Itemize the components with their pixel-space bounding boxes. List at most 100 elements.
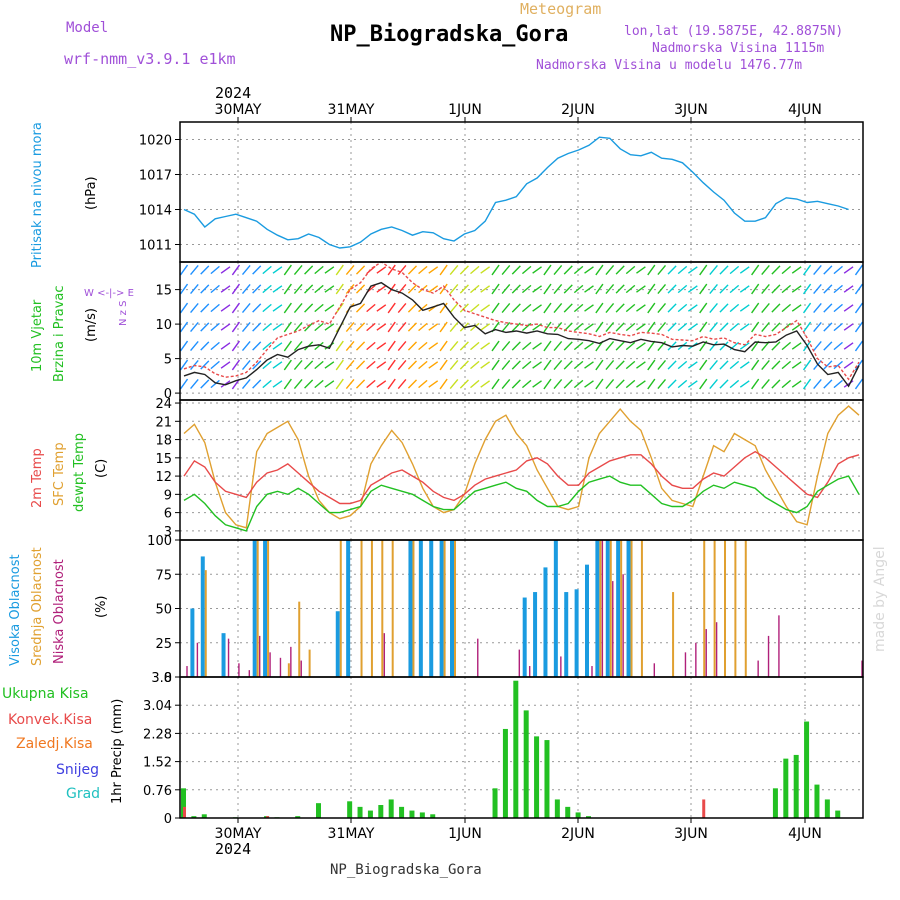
- wind-barb: [636, 342, 646, 350]
- wind-barb: [667, 341, 677, 351]
- wind-barb: [615, 284, 625, 294]
- cloud-bar: [269, 652, 271, 677]
- wind-barb: [200, 360, 210, 370]
- precip-bar: [565, 806, 571, 818]
- wind-barb: [843, 380, 854, 388]
- wind-barb: [823, 284, 833, 294]
- x-tick-label-top: 1JUN: [448, 102, 482, 118]
- gridlines: [180, 122, 863, 819]
- wind-barb: [470, 303, 480, 313]
- wind-barb: [677, 322, 688, 332]
- wind-barb: [262, 284, 272, 294]
- wind-barb: [241, 265, 251, 275]
- cloud-bar: [290, 646, 292, 677]
- wind-barb: [636, 285, 646, 293]
- wind-barb: [687, 380, 698, 388]
- wind-barb: [615, 341, 625, 351]
- wind-barb: [573, 360, 584, 370]
- wind-barb: [739, 361, 750, 369]
- y-tick-label: 3: [164, 525, 172, 540]
- wind-barb: [843, 285, 854, 293]
- wind-barb: [252, 341, 262, 351]
- wind-barb: [387, 264, 396, 276]
- wind-barb: [802, 264, 812, 276]
- wind-barb: [677, 360, 688, 370]
- cloud-bar: [672, 592, 675, 677]
- wind-barb: [397, 379, 407, 389]
- wind-barb: [491, 340, 500, 352]
- wind-barb: [543, 264, 552, 276]
- footer-station: NP_Biogradska_Gora: [330, 862, 482, 878]
- wind-barb: [262, 360, 272, 370]
- y-tick-label: 15: [155, 452, 172, 467]
- wind-barb: [553, 284, 563, 294]
- cloud-bar: [221, 633, 226, 677]
- wind-barb: [283, 302, 292, 314]
- wind-barb: [657, 265, 667, 275]
- wind-barb: [449, 341, 459, 351]
- wind-barb: [625, 284, 636, 294]
- wind-barb: [387, 378, 396, 390]
- wind-barb: [553, 341, 563, 351]
- wind-barb: [802, 283, 812, 295]
- wind-barb: [345, 284, 355, 294]
- wind-barb: [543, 359, 552, 371]
- precip-hail-label: Grad: [66, 786, 101, 802]
- precip-bar: [554, 799, 560, 818]
- wind-barb: [449, 360, 459, 370]
- y-tick-label: 24: [155, 397, 172, 412]
- wind-barb: [439, 321, 448, 333]
- wind-barb: [304, 379, 314, 389]
- cloud-bar: [227, 638, 230, 677]
- tick-labels: 1011101410171020051015369121518212402550…: [139, 102, 822, 842]
- wind-barb: [449, 379, 459, 389]
- wind-barb: [470, 284, 480, 294]
- wind-barb: [771, 303, 781, 313]
- wind-barb: [480, 361, 491, 369]
- wind-barb: [521, 379, 532, 389]
- wind-barb: [584, 380, 594, 388]
- wind-barb: [687, 285, 698, 293]
- cloud-bar: [252, 540, 257, 677]
- wind-barb: [252, 322, 262, 332]
- wind-barb: [605, 379, 615, 389]
- wind-barb: [521, 265, 532, 275]
- wind-barb: [761, 284, 770, 294]
- station-title: NP_Biogradska_Gora: [330, 22, 569, 47]
- wind-barb: [647, 340, 656, 352]
- wind-barb: [843, 266, 854, 274]
- wind-barb: [314, 379, 324, 389]
- y-tick-label: 0: [164, 812, 172, 827]
- wind-barb: [667, 360, 677, 370]
- wind-barb: [729, 360, 740, 370]
- wind-barb: [314, 322, 324, 332]
- wind-barb: [459, 360, 469, 370]
- wind-barb: [272, 342, 283, 350]
- wind-barb: [220, 323, 231, 331]
- wind-barb: [480, 304, 491, 312]
- wind-barb: [636, 304, 646, 312]
- wind-barb: [345, 379, 355, 389]
- wind-barb: [293, 379, 303, 389]
- cloud-bar: [258, 635, 261, 677]
- cloud-bar: [543, 567, 548, 677]
- wind-barb: [595, 378, 604, 390]
- y-tick-label: 0: [164, 387, 172, 402]
- cloud-bar: [263, 540, 268, 677]
- cloud-bar: [626, 540, 631, 677]
- wind-barb: [418, 322, 428, 332]
- wind-barb: [615, 360, 625, 370]
- wind-barb: [823, 303, 833, 313]
- wind-barb: [625, 303, 636, 313]
- wind-barb: [293, 341, 303, 351]
- panel-frame-precip: [179, 676, 864, 819]
- wind-barb: [428, 342, 439, 350]
- wind-barb: [376, 304, 387, 312]
- wind-barb: [376, 342, 387, 350]
- wind-barb: [739, 380, 750, 388]
- wind-barb: [687, 323, 698, 331]
- wind-barb: [709, 265, 718, 275]
- cloud-bar: [408, 540, 413, 677]
- wind-barb: [667, 322, 677, 332]
